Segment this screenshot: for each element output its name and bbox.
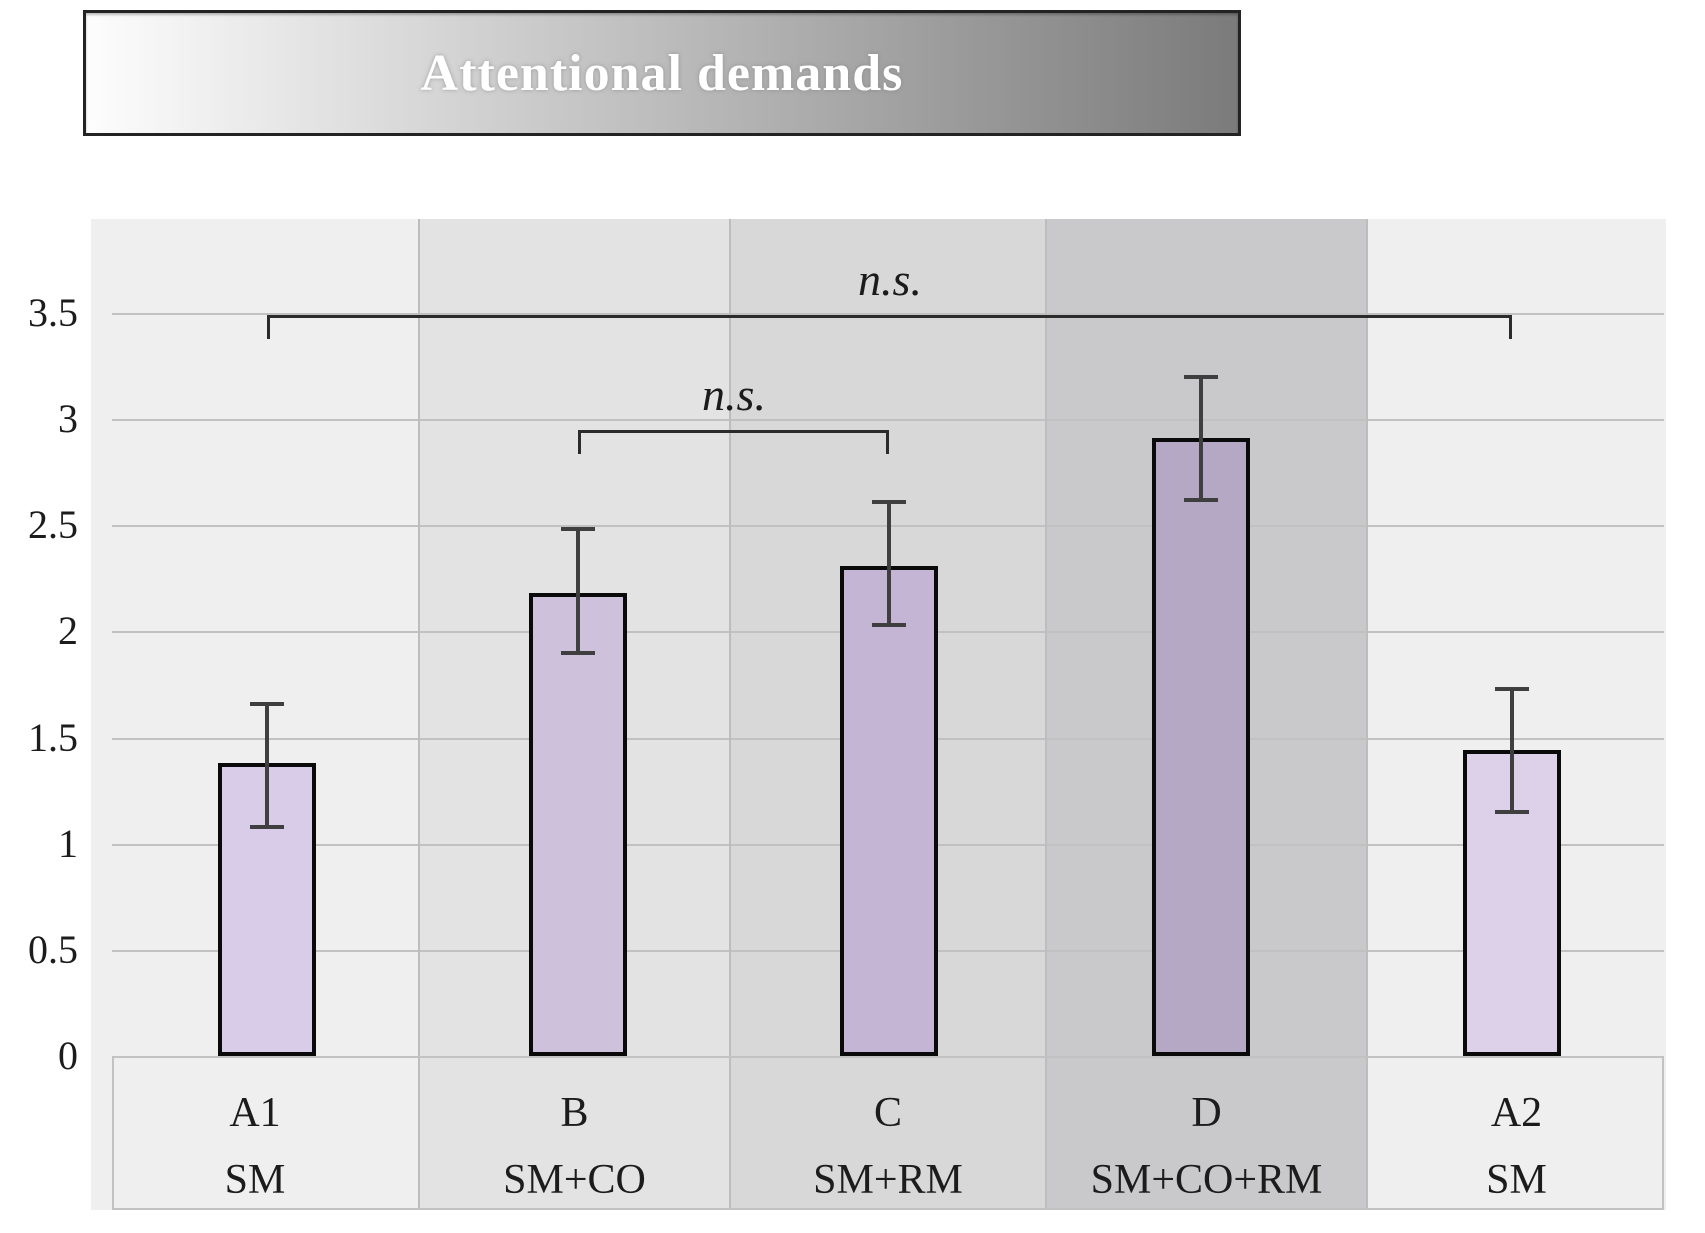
error-bar-cap-bottom — [1495, 810, 1529, 814]
y-axis-tick-label: 2 — [58, 608, 78, 653]
ns-annotation: n.s. — [858, 254, 922, 305]
column-divider — [729, 219, 731, 1210]
error-bar-line — [265, 704, 269, 827]
x-axis-category-label: D — [1191, 1090, 1222, 1136]
bracket-tick-right — [886, 430, 889, 454]
x-axis-condition-label: SM — [1486, 1157, 1547, 1203]
chart-title: Attentional demands — [420, 44, 904, 102]
error-bar-cap-top — [250, 702, 284, 706]
y-axis-tick-label: 2.5 — [28, 502, 78, 547]
error-bar-cap-top — [561, 527, 595, 531]
gridline — [112, 419, 1664, 421]
category-label-box — [112, 1056, 1664, 1210]
bracket-tick-left — [578, 430, 581, 454]
error-bar-line — [576, 529, 580, 653]
bar-d — [1152, 438, 1250, 1056]
bar-c — [840, 566, 938, 1056]
bracket-tick-right — [1509, 315, 1512, 339]
error-bar-cap-top — [872, 500, 906, 504]
y-axis-tick-label: 1 — [58, 821, 78, 866]
x-axis-category-label: C — [873, 1090, 902, 1136]
significance-bracket — [578, 430, 889, 433]
x-axis-condition-label: SM+RM — [813, 1157, 963, 1203]
y-axis-tick-label: 0.5 — [28, 927, 78, 972]
column-divider — [418, 219, 420, 1210]
error-bar-cap-bottom — [561, 651, 595, 655]
error-bar-cap-top — [1495, 687, 1529, 691]
error-bar-cap-bottom — [872, 623, 906, 627]
error-bar-line — [1510, 689, 1514, 812]
error-bar-line — [887, 502, 891, 625]
y-axis-tick-label: 3.5 — [28, 290, 78, 335]
column-divider — [1045, 219, 1047, 1210]
y-axis-tick-label: 0 — [58, 1033, 78, 1078]
bracket-tick-left — [267, 315, 270, 339]
chart-title-banner: Attentional demands — [83, 10, 1241, 136]
y-axis-tick-label: 1.5 — [28, 715, 78, 760]
column-divider — [1366, 219, 1368, 1210]
y-axis-tick-label: 3 — [58, 396, 78, 441]
bar-a2 — [1463, 750, 1561, 1056]
x-axis-category-label: A1 — [229, 1090, 281, 1136]
x-axis-condition-label: SM+CO — [503, 1157, 646, 1203]
error-bar-line — [1199, 377, 1203, 500]
gridline — [112, 313, 1664, 315]
error-bar-cap-bottom — [1184, 498, 1218, 502]
x-axis-category-label: B — [560, 1090, 589, 1136]
error-bar-cap-top — [1184, 375, 1218, 379]
x-axis-category-label: A2 — [1490, 1090, 1543, 1136]
bar-b — [529, 593, 627, 1056]
ns-annotation: n.s. — [702, 369, 766, 420]
error-bar-cap-bottom — [250, 825, 284, 829]
x-axis-condition-label: SM+CO+RM — [1090, 1157, 1323, 1203]
significance-bracket — [267, 315, 1512, 318]
x-axis-condition-label: SM — [224, 1157, 286, 1203]
